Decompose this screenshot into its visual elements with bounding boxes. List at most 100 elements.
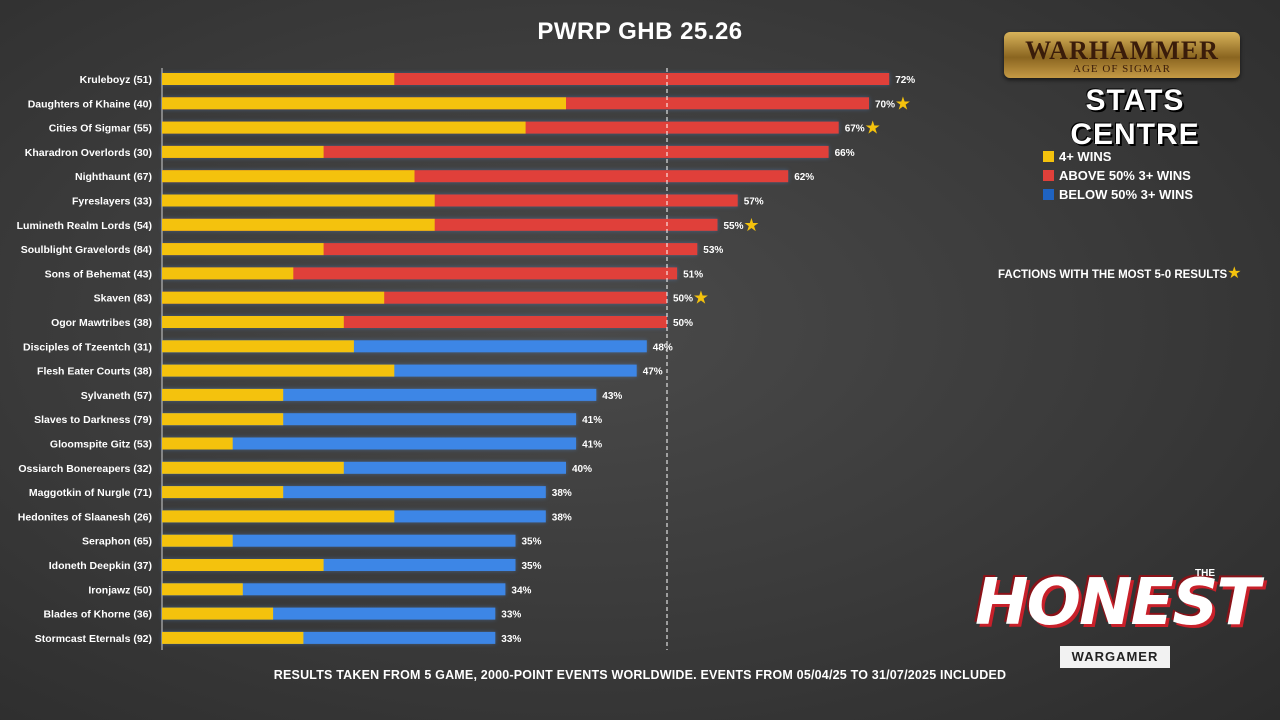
y-tick-label: Daughters of Khaine (40) bbox=[28, 98, 152, 110]
data-label: 33% bbox=[501, 610, 521, 621]
legend-swatch-red bbox=[1043, 170, 1054, 181]
data-label: 48% bbox=[653, 342, 673, 353]
y-tick-label: Stormcast Eternals (92) bbox=[35, 633, 152, 645]
y-tick-label: Kruleboyz (51) bbox=[80, 74, 152, 86]
y-tick-label: Skaven (83) bbox=[94, 293, 152, 305]
data-label: 55% bbox=[724, 221, 744, 232]
y-tick-label: Ogor Mawtribes (38) bbox=[51, 317, 152, 329]
bar-segment-4plus bbox=[162, 170, 415, 183]
bar-segment-4plus bbox=[162, 631, 304, 644]
y-tick-label: Idoneth Deepkin (37) bbox=[49, 560, 152, 572]
chart-title: PWRP GHB 25.26 bbox=[537, 18, 743, 45]
data-label: 53% bbox=[703, 245, 723, 256]
data-label: 50% bbox=[673, 294, 693, 305]
bar-segment-4plus bbox=[162, 510, 395, 523]
data-label: 41% bbox=[582, 415, 602, 426]
bar-segment-below50 bbox=[162, 534, 516, 547]
data-label: 70% bbox=[875, 99, 895, 110]
y-tick-label: Nighthaunt (67) bbox=[75, 171, 152, 183]
logo-aos-text: AGE OF SIGMAR bbox=[1073, 63, 1171, 75]
bar-segment-4plus bbox=[162, 534, 233, 547]
star-icon: ★ bbox=[1227, 265, 1242, 282]
star-note: FACTIONS WITH THE MOST 5-0 RESULTS★ bbox=[998, 263, 1242, 283]
logo-warhammer-text: WARHAMMER bbox=[1025, 36, 1219, 65]
bar-segment-4plus bbox=[162, 194, 435, 207]
y-tick-label: Slaves to Darkness (79) bbox=[34, 414, 152, 426]
data-label: 35% bbox=[522, 537, 542, 548]
y-tick-label: Seraphon (65) bbox=[82, 536, 152, 548]
bar-segment-4plus bbox=[162, 218, 435, 231]
data-label: 72% bbox=[895, 75, 915, 86]
data-label: 43% bbox=[602, 391, 622, 402]
bar-segment-above50 bbox=[162, 145, 829, 158]
data-label: 41% bbox=[582, 440, 602, 451]
bar-segment-4plus bbox=[162, 559, 324, 571]
y-tick-label: Gloomspite Gitz (53) bbox=[50, 439, 152, 451]
bar-segment-below50 bbox=[162, 583, 506, 596]
data-label: 33% bbox=[501, 634, 521, 645]
data-label: 50% bbox=[673, 318, 693, 329]
data-label: 34% bbox=[511, 585, 531, 596]
y-tick-label: Disciples of Tzeentch (31) bbox=[23, 341, 152, 353]
data-label: 35% bbox=[522, 561, 542, 572]
data-label: 51% bbox=[683, 269, 703, 280]
chart-legend: 4+ WINS ABOVE 50% 3+ WINS BELOW 50% 3+ W… bbox=[1043, 147, 1193, 204]
legend-item-4plus: 4+ WINS bbox=[1043, 147, 1193, 166]
bar-segment-4plus bbox=[162, 243, 324, 256]
data-label: 38% bbox=[552, 512, 572, 523]
bar-segment-below50 bbox=[162, 437, 577, 450]
bar-segment-4plus bbox=[162, 121, 526, 134]
y-tick-label: Sylvaneth (57) bbox=[81, 390, 152, 402]
bar-segment-4plus bbox=[162, 486, 284, 499]
star-note-text: FACTIONS WITH THE MOST 5-0 RESULTS bbox=[998, 269, 1228, 281]
bar-segment-4plus bbox=[162, 607, 274, 620]
warhammer-aos-logo: WARHAMMER AGE OF SIGMAR STATS CENTRE bbox=[1000, 26, 1270, 151]
bar-segment-4plus bbox=[162, 583, 243, 596]
y-tick-label: Sons of Behemat (43) bbox=[45, 268, 152, 280]
bar-segment-4plus bbox=[162, 97, 566, 110]
honest-wargamer-logo: HONEST THE WARGAMER bbox=[975, 560, 1260, 680]
legend-label: BELOW 50% 3+ WINS bbox=[1059, 187, 1193, 202]
data-label: 47% bbox=[643, 367, 663, 378]
y-tick-label: Cities Of Sigmar (55) bbox=[49, 123, 152, 135]
bar-segment-4plus bbox=[162, 73, 395, 85]
star-icon: ★ bbox=[865, 118, 881, 139]
legend-swatch-blue bbox=[1043, 189, 1054, 200]
y-tick-label: Fyreslayers (33) bbox=[72, 196, 152, 208]
y-tick-label: Ossiarch Bonereapers (32) bbox=[18, 463, 152, 475]
data-label: 38% bbox=[552, 488, 572, 499]
y-tick-label: Hedonites of Slaanesh (26) bbox=[18, 511, 152, 523]
data-label: 40% bbox=[572, 464, 592, 475]
legend-item-below50: BELOW 50% 3+ WINS bbox=[1043, 185, 1193, 204]
y-tick-label: Flesh Eater Courts (38) bbox=[37, 366, 152, 378]
bar-segment-4plus bbox=[162, 145, 324, 158]
y-tick-label: Soulblight Gravelords (84) bbox=[21, 244, 152, 256]
star-icon: ★ bbox=[743, 215, 759, 236]
chart-footer-note: RESULTS TAKEN FROM 5 GAME, 2000-POINT EV… bbox=[273, 668, 1007, 682]
star-icon: ★ bbox=[895, 93, 911, 114]
bar-segment-4plus bbox=[162, 437, 233, 450]
legend-item-above50: ABOVE 50% 3+ WINS bbox=[1043, 166, 1193, 185]
bar-segment-4plus bbox=[162, 316, 344, 328]
y-tick-label: Blades of Khorne (36) bbox=[43, 609, 152, 621]
logo-the-text: THE bbox=[1195, 568, 1215, 579]
data-label: 67% bbox=[845, 124, 865, 135]
logo-honest-text: HONEST bbox=[975, 566, 1260, 640]
y-tick-label: Maggotkin of Nurgle (71) bbox=[29, 487, 152, 499]
star-icon: ★ bbox=[693, 288, 709, 309]
legend-swatch-yellow bbox=[1043, 151, 1054, 162]
bar-segment-4plus bbox=[162, 340, 354, 353]
data-label: 62% bbox=[794, 172, 814, 183]
bar-segment-4plus bbox=[162, 267, 294, 280]
bar-segment-4plus bbox=[162, 461, 344, 474]
logo-stats-centre-text: STATS CENTRE bbox=[1070, 84, 1200, 151]
y-tick-label: Lumineth Realm Lords (54) bbox=[17, 220, 152, 232]
bar-segment-4plus bbox=[162, 388, 284, 401]
data-label: 66% bbox=[835, 148, 855, 159]
bar-segment-4plus bbox=[162, 364, 395, 377]
logo-wargamer-text: WARGAMER bbox=[1060, 646, 1170, 668]
bar-segment-4plus bbox=[162, 413, 284, 426]
legend-label: 4+ WINS bbox=[1059, 149, 1112, 164]
bar-segment-4plus bbox=[162, 291, 385, 304]
